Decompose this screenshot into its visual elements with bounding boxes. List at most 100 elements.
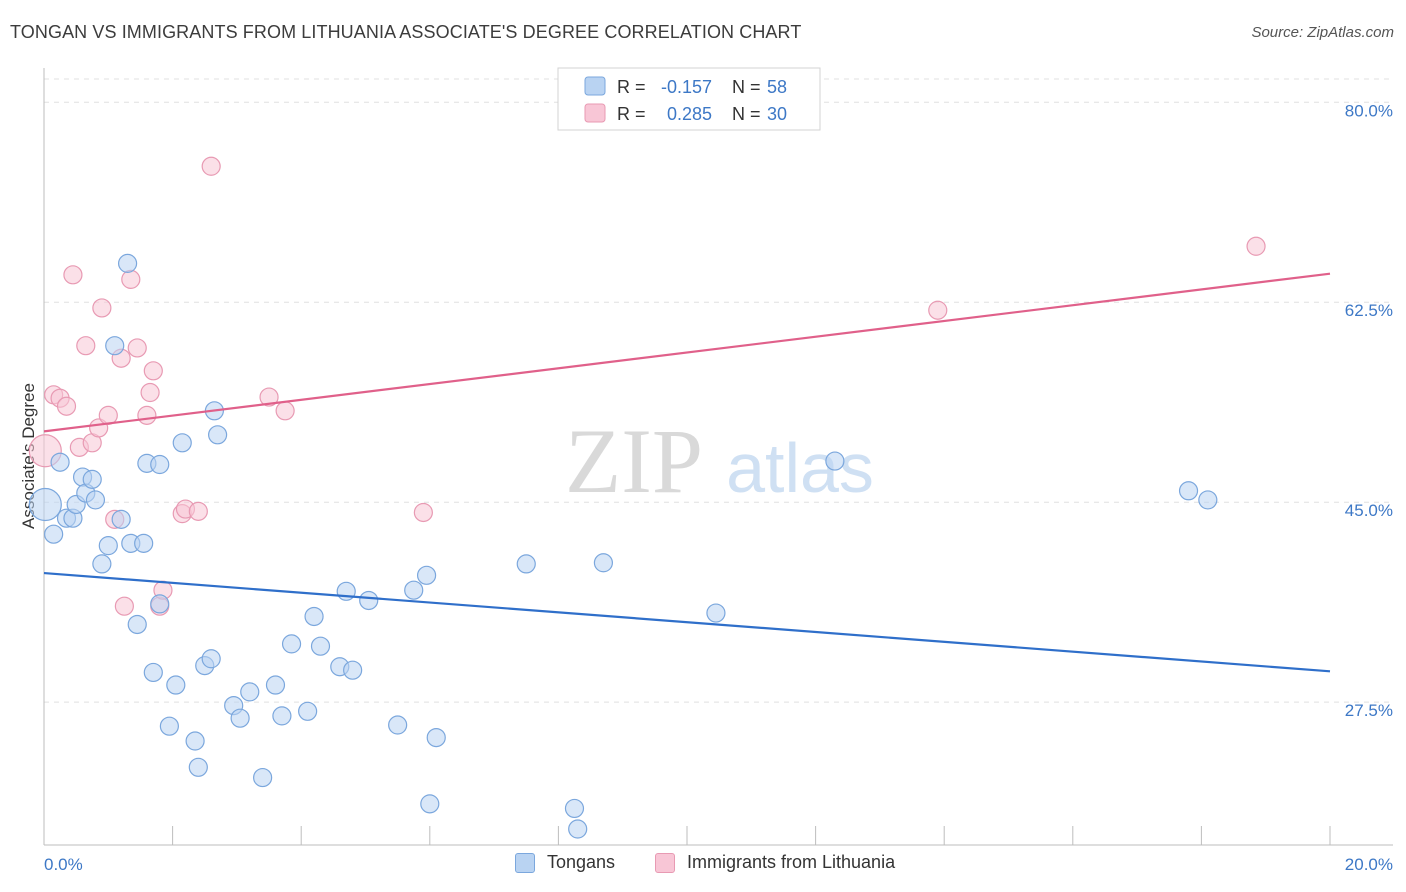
trend-line-lithuania [43,272,1331,433]
tongans-point [516,554,536,574]
tongans-point [281,634,302,654]
lithuania-point [114,596,134,616]
bottom-legend-swatch-lithuania [655,852,675,873]
legend-n-value-lithuania: 30 [767,104,787,124]
legend-r-value-lithuania: 0.285 [667,104,712,124]
tongans-point [564,798,585,819]
tongans-point [44,524,64,544]
watermark-atlas: atlas [726,429,874,507]
y-tick-label: 80.0% [1345,101,1393,120]
legend-swatch-lithuania [584,103,606,123]
lithuania-point [63,265,83,285]
tongans-point [253,767,273,788]
y-tick-label: 45.0% [1345,501,1393,520]
legend-n-label-lithuania: N = [732,104,761,124]
tongans-point [706,603,726,623]
lithuania-point [140,382,160,403]
watermark: ZIP atlas [565,410,874,512]
lithuania-point [121,269,141,289]
tongans-point [1198,490,1218,510]
lithuania-point [127,338,147,358]
tongans-point [825,451,845,471]
bottom-legend-label-lithuania: Immigrants from Lithuania [687,852,896,872]
axes [43,68,1393,846]
lithuania-point [143,361,163,381]
lithuania-point [201,156,221,176]
lithuania-point [188,501,208,521]
bottom-legend-label-tongans: Tongans [547,852,616,872]
bottom-legend-swatch-tongans [515,852,535,873]
tongans-point [50,452,70,472]
tongans-point [230,708,250,728]
tongans-point [105,336,125,356]
tongans-point [185,731,205,751]
lithuania-point [137,405,157,425]
tongans-point [28,487,62,522]
tongans-point [150,454,170,475]
tongans-point [98,536,118,556]
series-lithuania-points [28,156,1266,616]
legend-box: R = -0.157 N = 58 R = 0.285 N = 30 [557,67,821,131]
tongans-point [82,469,102,489]
legend-r-label-tongans: R = [617,77,646,97]
tongans-point [127,614,147,635]
legend-n-value-tongans: 58 [767,77,787,97]
bottom-legend-tongans: Tongans [515,852,615,873]
bottom-legend: Tongans Immigrants from Lithuania [0,852,1406,878]
watermark-zip: ZIP [565,410,703,512]
tongans-point [388,715,408,735]
tongans-point [134,533,154,553]
y-tick-label: 62.5% [1345,301,1393,320]
lithuania-point [76,336,96,356]
series-tongans-points [28,253,1218,839]
x-tick-label-max: 20.0% [1345,855,1393,874]
lithuania-point [259,387,279,407]
tongans-point [593,553,614,573]
tongans-point [166,675,186,695]
legend-swatch-tongans [584,76,606,96]
y-axis-label: Associate's Degree [19,383,38,529]
lithuania-point [928,300,948,320]
tongans-point [343,660,363,680]
y-tick-label: 27.5% [1345,701,1393,720]
tongans-point [1178,481,1199,501]
tongans-point [111,509,131,529]
tongans-point [416,565,437,585]
lithuania-point [413,502,433,523]
tongans-point [172,433,192,453]
tongans-point [208,425,228,445]
tongans-point [201,649,221,669]
bottom-legend-lithuania: Immigrants from Lithuania [655,852,895,873]
tongans-point [117,253,138,273]
y-tick-labels: 27.5% 45.0% 62.5% 80.0% [1345,101,1393,720]
x-tick-label-min: 0.0% [44,855,83,874]
tongans-point [188,757,208,777]
lithuania-point [275,401,295,421]
trend-line-tongans [43,571,1331,673]
tongans-point [310,636,331,656]
tongans-point [304,606,324,627]
tongans-point [92,554,112,574]
legend-r-label-lithuania: R = [617,104,646,124]
tongans-point [159,716,179,736]
tongans-point [359,590,379,611]
tongans-point [143,662,163,683]
tongans-point [426,727,446,748]
legend-r-value-tongans: -0.157 [661,77,712,97]
tongans-point [150,594,170,614]
tongans-point [568,819,588,839]
lithuania-point [1246,236,1266,256]
lithuania-point [92,298,112,318]
lithuania-point [56,396,77,416]
legend-n-label-tongans: N = [732,77,761,97]
tongans-point [298,701,318,721]
tongans-point [404,580,424,600]
tongans-point [272,706,292,726]
chart-title: TONGAN VS IMMIGRANTS FROM LITHUANIA ASSO… [10,22,802,42]
tongans-point [420,794,440,814]
tongans-point [85,490,106,510]
tongans-point [240,682,260,702]
source-credit: Source: ZipAtlas.com [1251,24,1394,41]
tongans-point [265,675,286,695]
